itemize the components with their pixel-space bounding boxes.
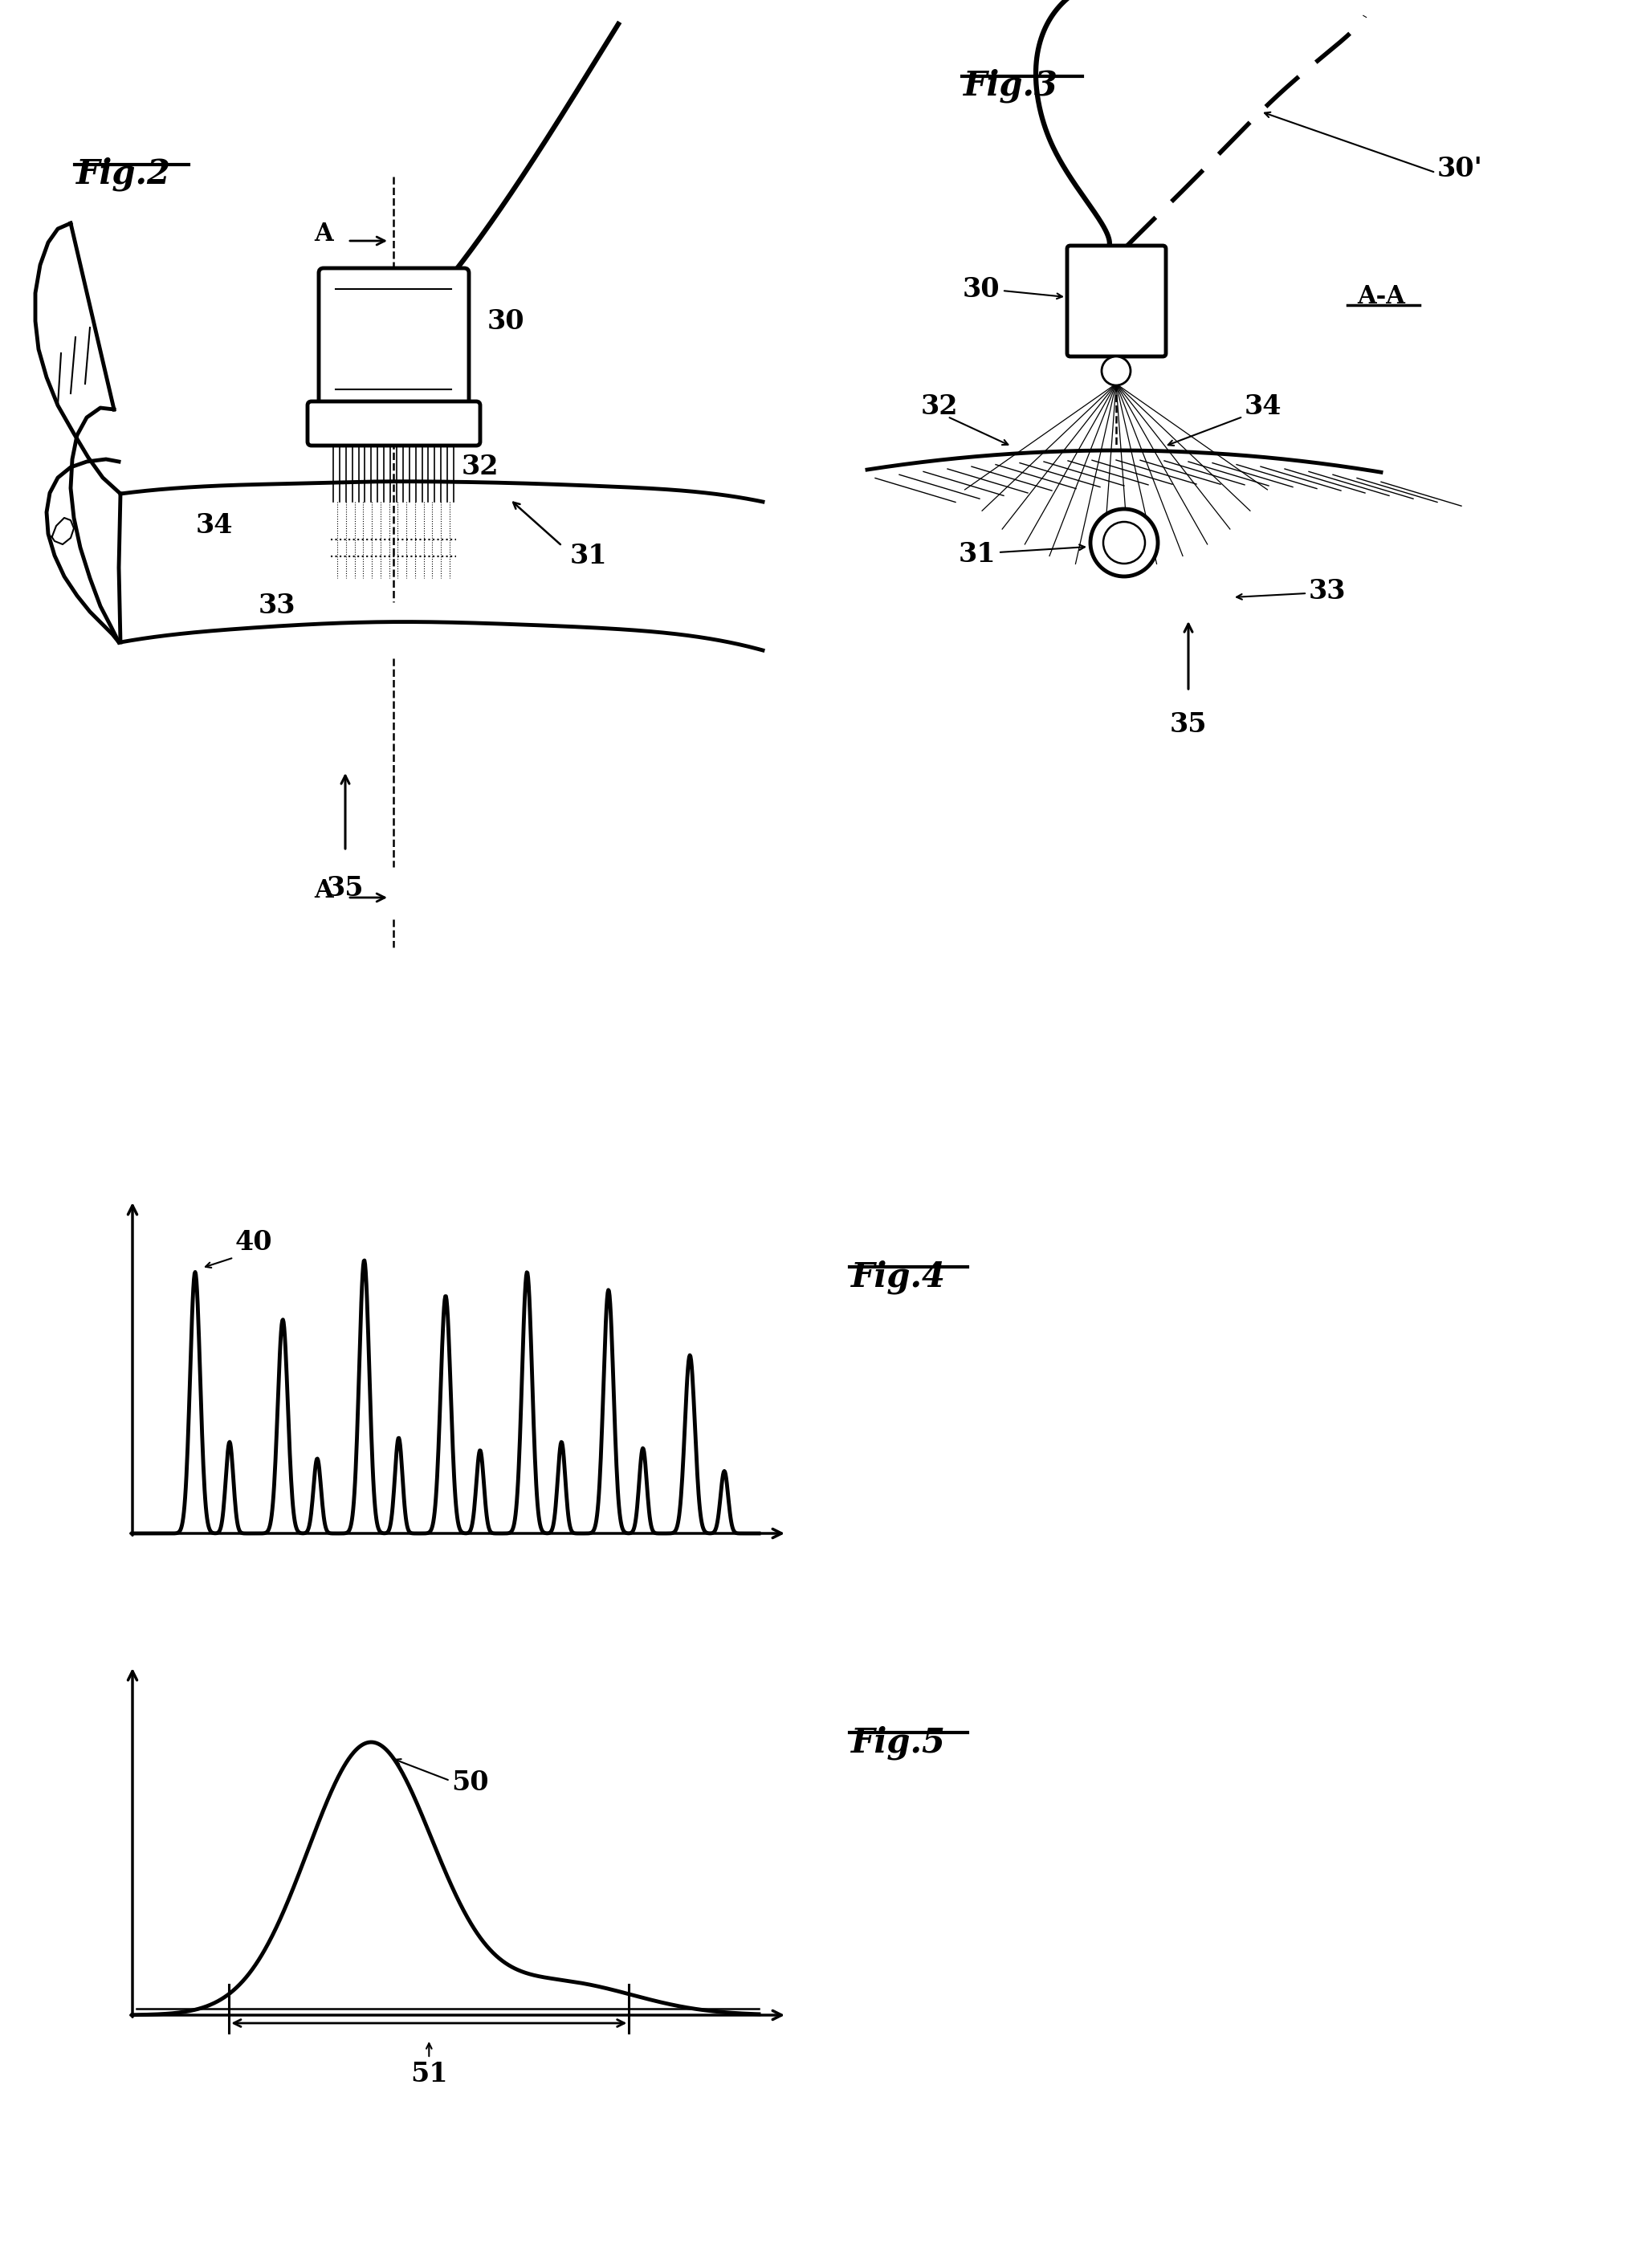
- Text: A-A: A-A: [1356, 284, 1405, 308]
- Circle shape: [1101, 356, 1131, 386]
- FancyBboxPatch shape: [319, 268, 469, 411]
- Circle shape: [1090, 508, 1159, 576]
- Text: Fig.4: Fig.4: [851, 1261, 946, 1295]
- Text: 35: 35: [1170, 712, 1208, 737]
- Text: 34: 34: [196, 513, 234, 538]
- Text: 33: 33: [1309, 578, 1346, 603]
- FancyBboxPatch shape: [1067, 245, 1167, 356]
- Text: Fig.2: Fig.2: [77, 156, 172, 191]
- Text: 35: 35: [327, 875, 364, 903]
- Text: 40: 40: [235, 1229, 273, 1256]
- Circle shape: [1103, 522, 1145, 562]
- Text: 31: 31: [958, 542, 995, 567]
- Text: 30': 30': [1438, 154, 1482, 181]
- Text: A: A: [314, 222, 333, 247]
- Text: 51: 51: [410, 2062, 448, 2087]
- Text: Fig.3: Fig.3: [964, 68, 1059, 102]
- FancyBboxPatch shape: [307, 401, 480, 445]
- Text: 30: 30: [487, 308, 525, 333]
- Text: 31: 31: [570, 542, 608, 569]
- Text: 32: 32: [922, 392, 958, 420]
- Text: Fig.5: Fig.5: [851, 1726, 946, 1760]
- Text: 34: 34: [1245, 392, 1283, 420]
- Text: 50: 50: [451, 1769, 489, 1796]
- Text: A: A: [314, 878, 333, 903]
- Text: 30: 30: [962, 277, 1000, 302]
- Text: 32: 32: [462, 454, 498, 481]
- Text: 33: 33: [258, 592, 296, 619]
